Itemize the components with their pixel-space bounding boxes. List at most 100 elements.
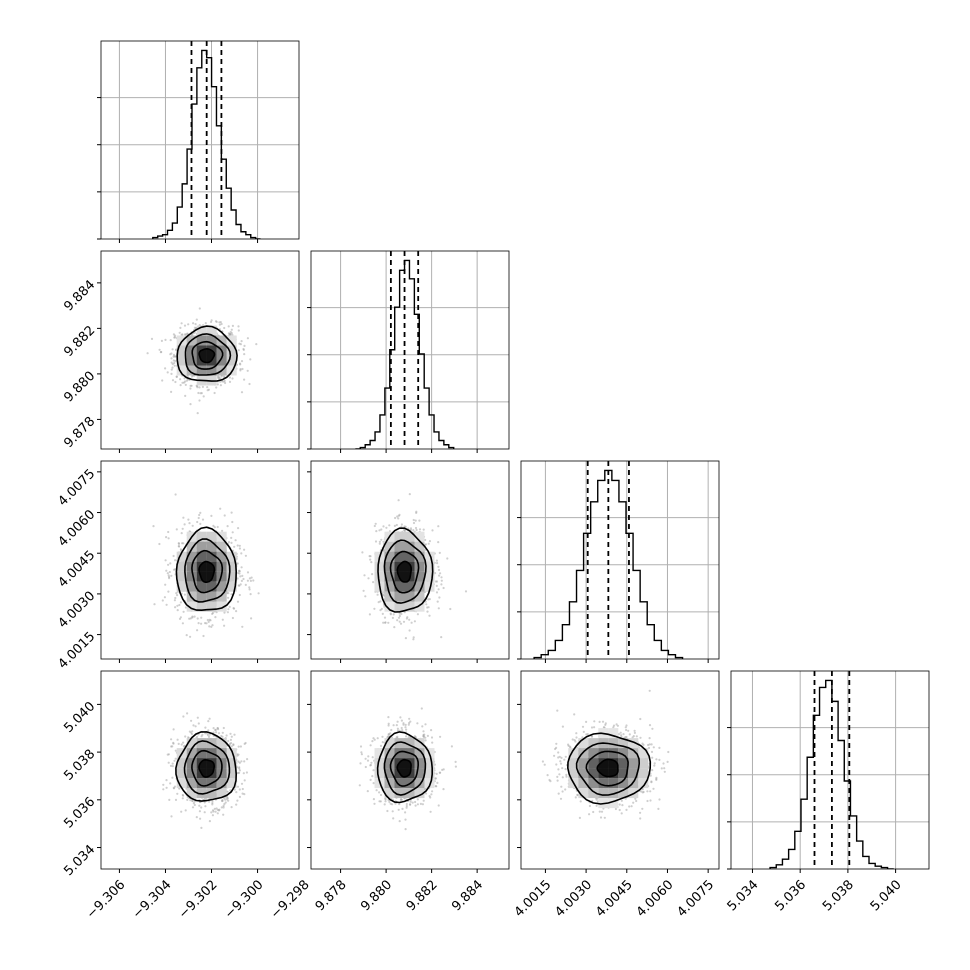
scatter-point: [236, 544, 239, 547]
scatter-point: [167, 530, 170, 534]
scatter-point: [250, 576, 253, 579]
scatter-point: [402, 620, 406, 623]
scatter-point: [166, 371, 169, 374]
scatter-point: [371, 573, 374, 576]
scatter-point: [170, 361, 173, 364]
density-cell: [176, 365, 187, 376]
scatter-point: [180, 743, 183, 746]
scatter-point: [167, 563, 170, 566]
scatter-point: [194, 327, 198, 330]
scatter-point: [200, 806, 203, 809]
scatter-point: [212, 727, 215, 730]
scatter-point: [150, 337, 154, 340]
scatter-point: [164, 367, 167, 370]
scatter-point: [215, 320, 218, 323]
scatter-point: [171, 366, 174, 369]
scatter-point: [393, 626, 396, 629]
scatter-point: [228, 605, 231, 609]
scatter-point: [186, 375, 189, 378]
scatter-point: [161, 599, 164, 602]
scatter-point: [380, 538, 383, 541]
density-cell: [384, 571, 395, 582]
scatter-point: [403, 529, 406, 533]
scatter-point: [221, 735, 224, 738]
scatter-point: [184, 606, 187, 609]
density-cell: [394, 531, 405, 542]
scatter-point: [219, 321, 222, 324]
scatter-point: [240, 579, 243, 583]
density-cell: [186, 551, 197, 562]
scatter-point: [207, 735, 211, 739]
density-cell: [206, 788, 217, 799]
scatter-point: [393, 524, 396, 528]
density-cell: [186, 541, 197, 552]
scatter-point: [426, 610, 429, 613]
scatter-point: [230, 735, 233, 738]
scatter-point: [216, 812, 219, 815]
scatter-point: [240, 391, 244, 394]
scatter-point: [189, 635, 192, 638]
density-cell: [226, 561, 237, 572]
density-cell: [414, 601, 425, 612]
scatter-point: [255, 343, 258, 346]
scatter-point: [372, 581, 375, 584]
scatter-point: [230, 745, 233, 748]
scatter-point: [217, 732, 221, 735]
scatter-point: [368, 555, 371, 558]
scatter-point: [413, 620, 416, 623]
density-cell: [394, 541, 405, 552]
scatter-point: [434, 572, 437, 575]
contour-line: [184, 333, 232, 376]
scatter-point: [237, 753, 240, 756]
scatter-point: [435, 580, 439, 583]
scatter-point: [227, 332, 230, 335]
scatter-point: [214, 728, 217, 732]
scatter-point: [397, 616, 401, 619]
scatter-panel-0-2: [97, 460, 300, 663]
scatter-point: [227, 596, 230, 599]
scatter-point: [172, 353, 176, 356]
scatter-point: [403, 525, 406, 528]
scatter-point: [211, 809, 215, 812]
scatter-point: [177, 545, 180, 548]
scatter-point: [364, 595, 367, 598]
scatter-point: [165, 536, 168, 539]
scatter-point: [189, 617, 192, 620]
scatter-point: [249, 358, 252, 361]
scatter-point: [242, 772, 245, 775]
scatter-point: [183, 377, 186, 380]
scatter-point: [169, 339, 172, 342]
scatter-point: [397, 517, 400, 520]
scatter-point: [238, 767, 241, 770]
density-cell: [206, 591, 217, 602]
contour-line: [175, 526, 238, 612]
contour-line: [175, 731, 238, 802]
scatter-point: [195, 816, 198, 819]
density-cell: [196, 325, 207, 336]
scatter-point: [246, 369, 249, 372]
scatter-point: [396, 729, 400, 732]
scatter-point: [418, 528, 422, 531]
scatter-point: [173, 364, 176, 367]
scatter-point: [384, 621, 387, 624]
scatter-point: [371, 775, 374, 778]
density-cell: [176, 581, 187, 592]
scatter-point: [440, 579, 443, 582]
scatter-point: [408, 717, 411, 720]
scatter-point: [153, 603, 156, 606]
scatter-point: [241, 367, 244, 371]
scatter-point: [428, 598, 431, 601]
scatter-point: [206, 618, 209, 622]
scatter-point: [197, 722, 200, 725]
scatter-point: [179, 601, 182, 604]
scatter-point: [181, 797, 184, 800]
density-cell: [196, 551, 207, 562]
scatter-point: [158, 348, 161, 351]
scatter-point: [210, 811, 213, 814]
scatter-point: [171, 765, 174, 768]
scatter-point: [442, 586, 445, 590]
density-cell: [206, 541, 217, 552]
density-cell: [216, 788, 227, 799]
scatter-point: [184, 809, 187, 812]
scatter-point: [382, 540, 385, 543]
